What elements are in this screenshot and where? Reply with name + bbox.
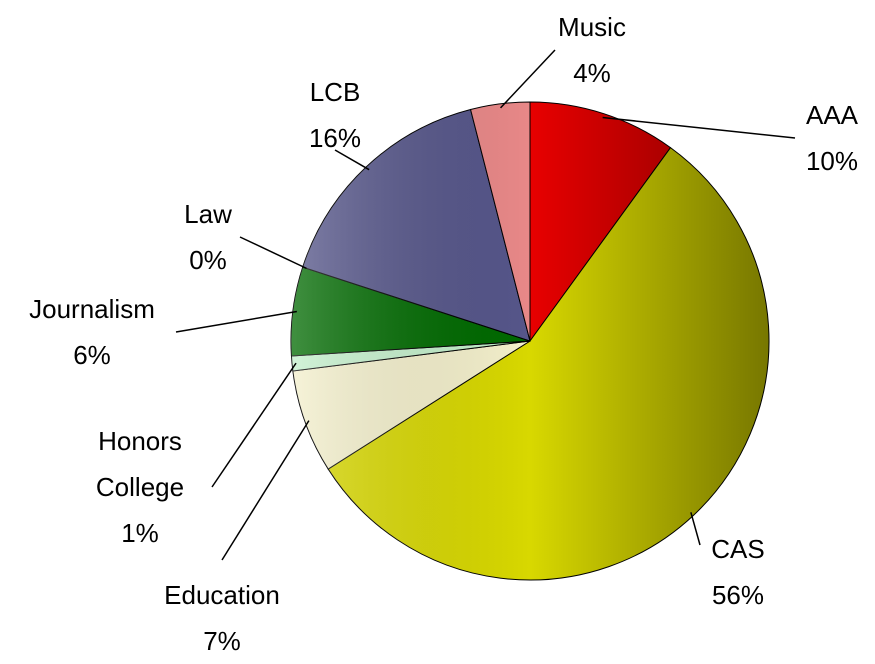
category-name: LCB (309, 77, 361, 107)
leader-line (221, 420, 310, 561)
value-label: 16% (308, 123, 362, 153)
leader-line (334, 149, 370, 171)
category-name: Education (164, 580, 280, 610)
leader-line (239, 236, 307, 270)
slice-label: Education 7% (164, 572, 280, 664)
category-name: Law (184, 199, 232, 229)
value-label: 6% (73, 340, 111, 370)
slice-label: Journalism 6% (29, 286, 155, 378)
value-label: 56% (711, 580, 765, 610)
leader-line (211, 362, 297, 488)
value-label: 4% (573, 58, 611, 88)
value-label: 7% (203, 626, 241, 656)
slice-label: Law 0% (184, 191, 232, 283)
slice-label: Music 4% (558, 4, 626, 96)
slice-label: Honors College 1% (80, 418, 200, 556)
leader-line (602, 116, 796, 139)
leader-line (175, 310, 297, 333)
value-label: 0% (189, 245, 227, 275)
slice-label: LCB 16% (309, 69, 361, 161)
value-label: 1% (121, 518, 159, 548)
value-label: 10% (805, 146, 859, 176)
category-name: Journalism (29, 294, 155, 324)
category-name: CAS (711, 534, 765, 564)
leader-line (500, 49, 556, 109)
slice-label: AAA 10% (806, 92, 858, 184)
category-name: AAA (805, 100, 859, 130)
category-name: Music (558, 12, 626, 42)
leader-line (690, 512, 701, 546)
category-name: Honors College (95, 426, 185, 502)
slice-label: CAS 56% (711, 526, 764, 618)
